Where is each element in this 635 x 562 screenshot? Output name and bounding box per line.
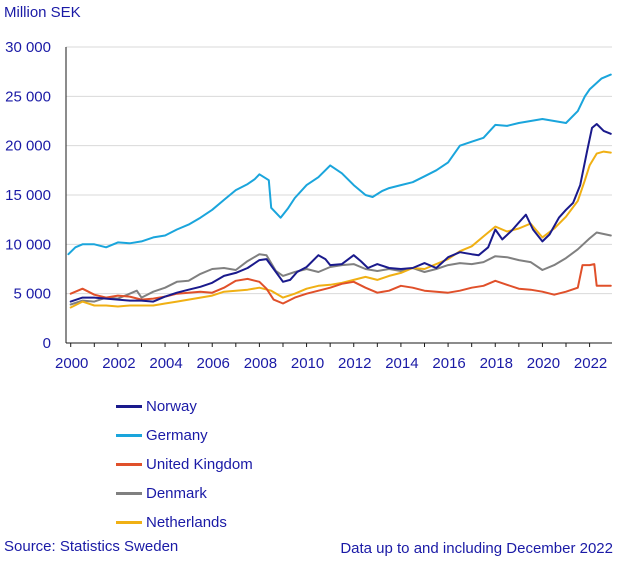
- x-tick-label: 2012: [338, 355, 371, 372]
- x-tick-label: 2014: [385, 355, 418, 372]
- legend-label: Denmark: [146, 485, 207, 502]
- y-tick-label: 5 000: [13, 286, 51, 303]
- series-line-united-kingdom: [69, 263, 612, 305]
- data-coverage-note: Data up to and including December 2022: [340, 540, 613, 557]
- line-chart: 0 5 000 10 000 15 000 20 000 25 000 30 000 2000…: [5, 39, 612, 372]
- legend-item: Norway: [116, 392, 253, 421]
- legend-label: Norway: [146, 398, 197, 415]
- x-tick-label: 2008: [244, 355, 277, 372]
- series-line-netherlands: [69, 150, 612, 309]
- x-tick-label: 2022: [574, 355, 607, 372]
- x-tick-label: 2006: [197, 355, 230, 372]
- legend-item: Denmark: [116, 479, 253, 508]
- x-tick-label: 2004: [149, 355, 182, 372]
- series-line-denmark: [69, 231, 612, 306]
- x-tick-label: 2000: [55, 355, 88, 372]
- legend-swatch: [116, 434, 142, 437]
- y-axis-label: Million SEK: [4, 4, 81, 21]
- legend-swatch: [116, 405, 142, 408]
- legend-swatch: [116, 492, 142, 495]
- series-line-norway: [69, 123, 612, 303]
- legend-label: United Kingdom: [146, 456, 253, 473]
- series-line-germany: [67, 73, 612, 256]
- x-tick-label: 2020: [527, 355, 560, 372]
- y-tick-label: 30 000: [5, 39, 51, 56]
- legend-item: Germany: [116, 421, 253, 450]
- x-tick-label: 2016: [432, 355, 465, 372]
- y-tick-label: 20 000: [5, 138, 51, 155]
- y-tick-label: 15 000: [5, 187, 51, 204]
- legend-swatch: [116, 463, 142, 466]
- x-tick-label: 2002: [102, 355, 135, 372]
- x-tick-label: 2018: [480, 355, 513, 372]
- legend-swatch: [116, 521, 142, 524]
- x-tick-label: 2010: [291, 355, 324, 372]
- legend-label: Germany: [146, 427, 208, 444]
- chart-legend: Norway Germany United Kingdom Denmark Nether…: [116, 392, 253, 537]
- legend-item: United Kingdom: [116, 450, 253, 479]
- y-tick-label: 10 000: [5, 236, 51, 253]
- y-tick-label: 0: [43, 335, 51, 352]
- legend-item: Netherlands: [116, 508, 253, 537]
- legend-label: Netherlands: [146, 514, 227, 531]
- y-tick-label: 25 000: [5, 88, 51, 105]
- source-note: Source: Statistics Sweden: [4, 538, 179, 555]
